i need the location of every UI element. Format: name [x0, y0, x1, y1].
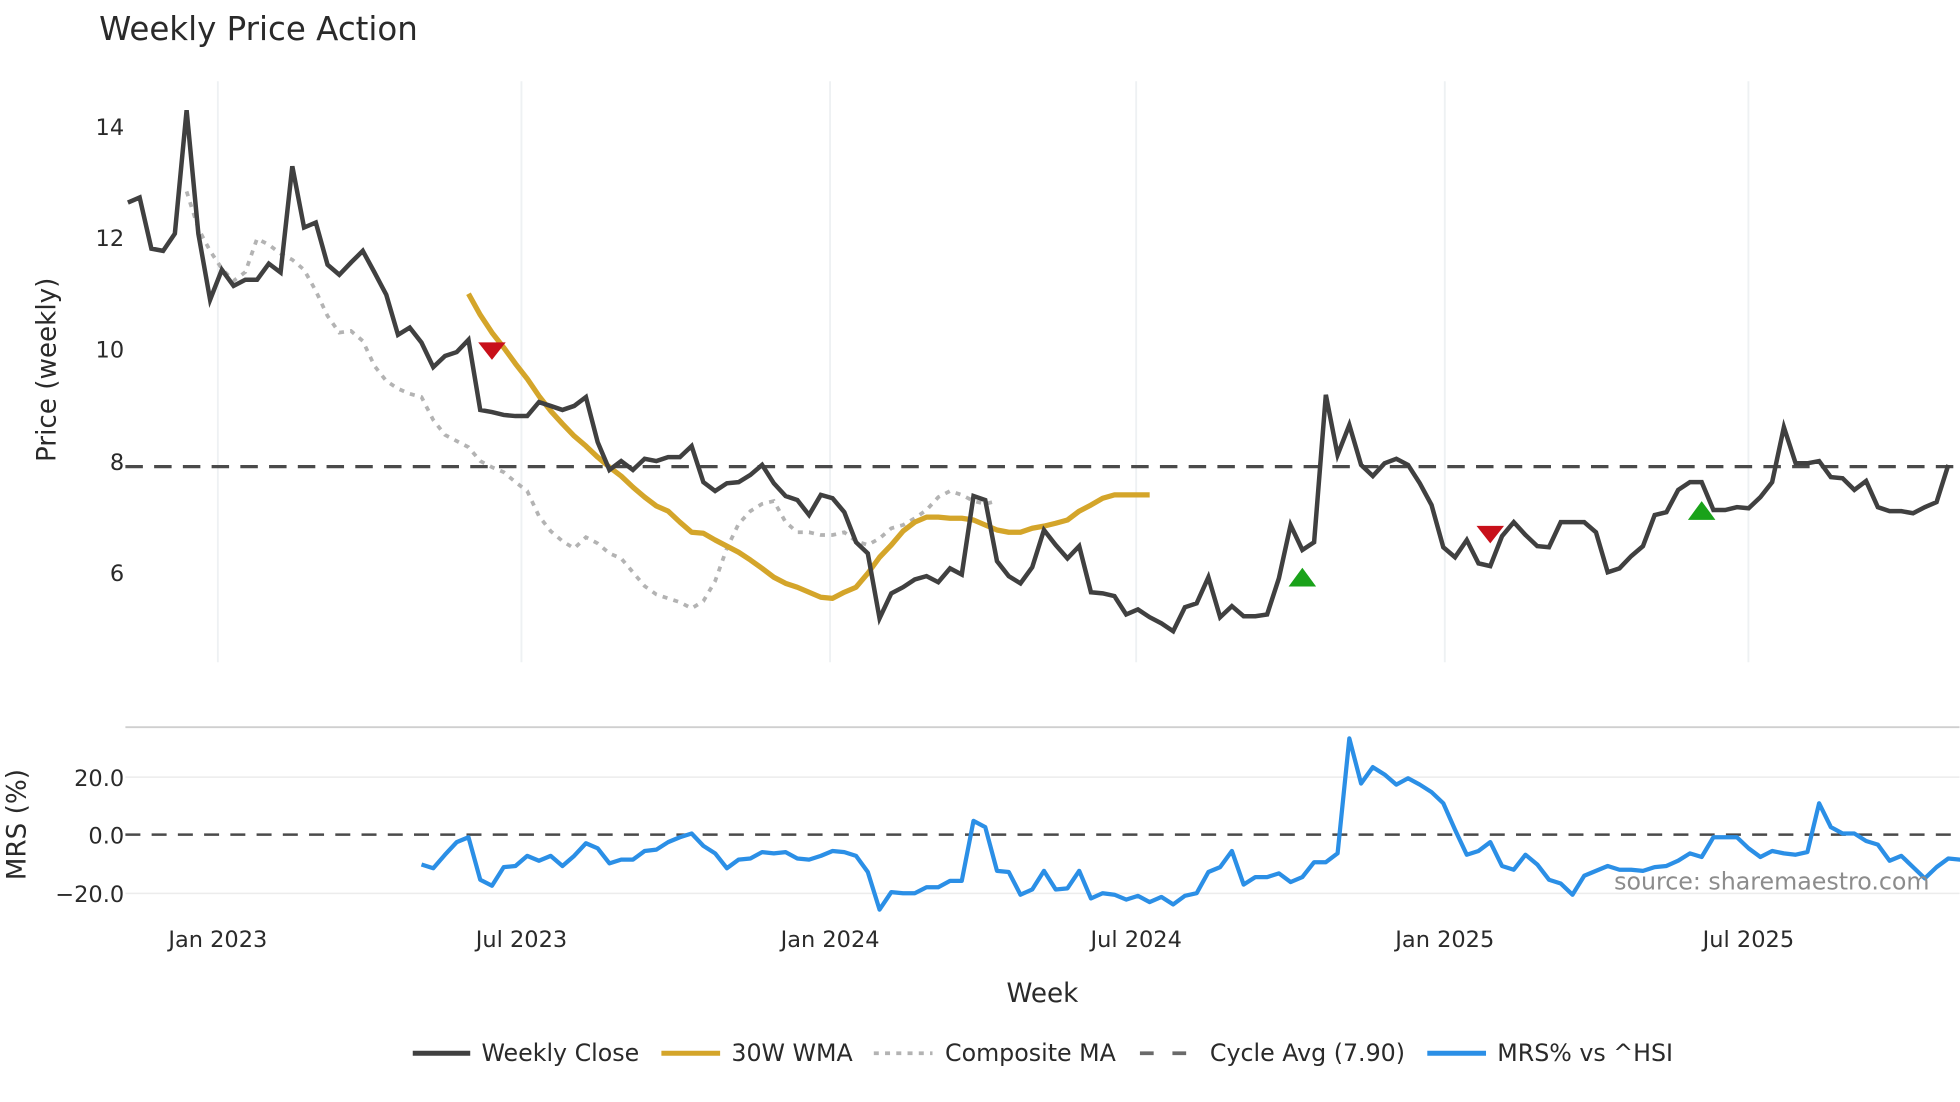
price-tick-6: 6	[110, 561, 124, 587]
source-watermark: source: sharemaestro.com	[1614, 868, 1929, 896]
legend-item-weekly-close[interactable]: Weekly Close	[412, 1039, 639, 1067]
price-tick-10: 10	[96, 337, 125, 363]
price-y-axis-title: Price (weekly)	[32, 278, 62, 462]
x-axis: Jan 2023 Jul 2023 Jan 2024 Jul 2024 Jan …	[166, 927, 1794, 1009]
signal-markers	[478, 342, 1716, 587]
price-tick-12: 12	[96, 226, 125, 252]
price-vertical-gridlines	[216, 81, 1750, 663]
legend-label-composite-ma: Composite MA	[945, 1039, 1117, 1067]
x-tick-jan-2024: Jan 2024	[779, 927, 880, 953]
legend-label-mrs: MRS% vs ^HSI	[1497, 1039, 1673, 1067]
sell-signal-triangle-icon	[1476, 525, 1505, 544]
legend-item-composite-ma[interactable]: Composite MA	[873, 1039, 1117, 1067]
mrs-tick-20: 20.0	[74, 766, 124, 792]
wma-30w-line	[466, 292, 1150, 601]
legend-item-cycle-avg[interactable]: Cycle Avg (7.90)	[1139, 1039, 1405, 1067]
weekly-close-line	[127, 109, 1951, 635]
mrs-tick-0: 0.0	[88, 823, 124, 849]
legend-item-mrs[interactable]: MRS% vs ^HSI	[1427, 1039, 1673, 1067]
buy-signal-triangle-icon	[1288, 567, 1317, 587]
legend: Weekly Close 30W WMA Composite MA Cycle …	[412, 1039, 1673, 1067]
price-tick-14: 14	[96, 115, 125, 141]
price-y-axis-ticks: 14 12 10 8 6	[96, 115, 125, 587]
legend-label-cycle-avg: Cycle Avg (7.90)	[1210, 1039, 1405, 1067]
sell-signal-triangle-icon	[478, 342, 506, 360]
legend-item-wma[interactable]: 30W WMA	[661, 1039, 853, 1067]
x-axis-title: Week	[1007, 979, 1080, 1009]
chart-title: Weekly Price Action	[99, 10, 418, 48]
x-tick-jul-2025: Jul 2025	[1701, 927, 1794, 953]
mrs-line	[420, 736, 1960, 912]
composite-ma-line	[184, 190, 998, 611]
legend-label-wma: 30W WMA	[731, 1039, 853, 1067]
buy-signal-triangle-icon	[1687, 501, 1716, 520]
mrs-tick-minus20: −20.0	[55, 882, 124, 908]
mrs-y-axis-title: MRS (%)	[2, 769, 32, 880]
price-panel: 14 12 10 8 6 Price (weekly)	[32, 81, 1960, 663]
x-tick-jan-2023: Jan 2023	[166, 927, 267, 953]
price-tick-8: 8	[110, 450, 124, 476]
x-tick-jul-2024: Jul 2024	[1088, 927, 1181, 953]
legend-label-weekly-close: Weekly Close	[481, 1039, 639, 1067]
x-tick-jul-2023: Jul 2023	[474, 927, 567, 953]
x-tick-jan-2025: Jan 2025	[1393, 927, 1494, 953]
mrs-panel: 20.0 0.0 −20.0 MRS (%) source: sharemaes…	[2, 726, 1960, 912]
